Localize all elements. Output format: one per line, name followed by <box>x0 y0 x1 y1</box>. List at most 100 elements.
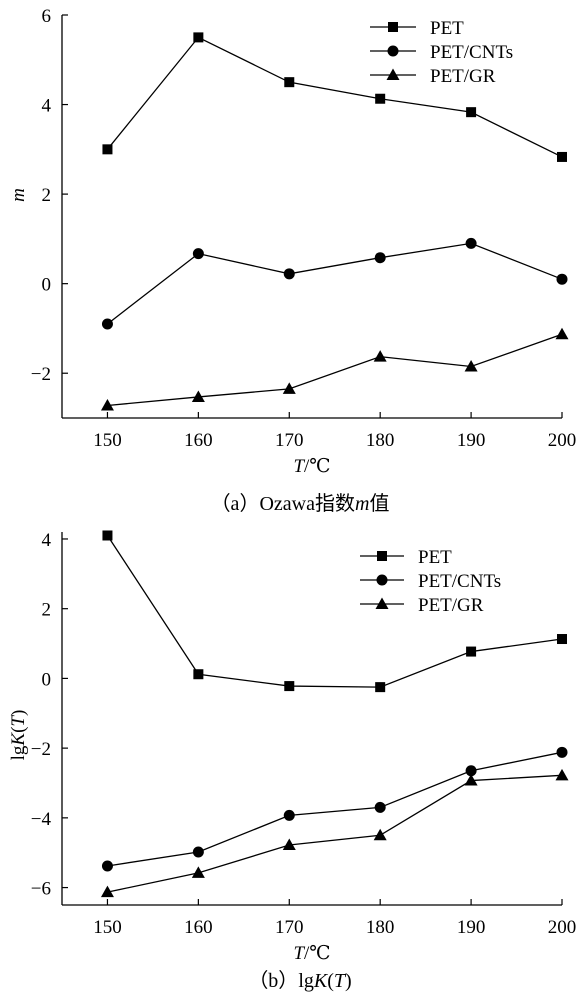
y-axis-label-prefix: lg <box>8 745 29 760</box>
data-point <box>282 382 296 394</box>
caption-paren: ( <box>327 970 334 992</box>
y-tick-label: 2 <box>42 600 52 621</box>
y-tick-label: −6 <box>31 879 51 900</box>
data-point <box>555 327 569 340</box>
y-tick-label: −2 <box>31 364 51 385</box>
y-axis-label: lgK(T) <box>8 710 29 761</box>
series-line <box>107 774 563 893</box>
data-point <box>557 634 567 645</box>
caption-prefix: （b） <box>248 969 298 992</box>
series-pet <box>102 530 567 693</box>
data-point <box>191 390 205 402</box>
data-point <box>284 77 295 88</box>
legend-label: PET/GR <box>430 66 496 87</box>
series-line <box>107 242 563 325</box>
caption-main: Ozawa指数 <box>259 492 355 515</box>
legend-label: PET/CNTs <box>430 42 513 63</box>
x-tick-label: 180 <box>366 917 395 938</box>
legend-marker <box>387 45 399 57</box>
data-point <box>374 801 386 813</box>
series-pet-gr <box>100 327 569 411</box>
x-axis-label: T/℃ <box>293 456 330 477</box>
caption-var: K <box>313 970 329 992</box>
chart-panel-b: 150 160 170 180 190 200−6−4−2024PETPET/CNTsPE… <box>8 530 576 992</box>
data-point <box>374 252 386 264</box>
y-axis-label-var: m <box>8 188 29 202</box>
chart-panel-a: 150 160 170 180 190 200 −2 0 2 4 6 PET PET/CNTs PET/G… <box>8 6 576 515</box>
data-point <box>464 774 478 786</box>
caption-paren: ) <box>345 970 352 992</box>
data-point <box>283 809 295 821</box>
legend-marker <box>388 22 398 32</box>
data-point <box>555 768 569 781</box>
data-point <box>102 144 113 155</box>
legend-marker <box>375 597 389 609</box>
data-point <box>193 32 204 43</box>
series-pet <box>102 32 567 162</box>
x-tick-label: 170 <box>275 430 304 451</box>
y-axis-label: m <box>8 188 29 202</box>
data-point <box>284 681 295 692</box>
x-tick-label: 190 <box>457 430 486 451</box>
caption-var: m <box>355 493 369 515</box>
x-axis-label-var: T <box>293 943 305 964</box>
series-line <box>107 751 563 867</box>
data-point <box>100 398 114 411</box>
x-tick-label: 180 <box>366 430 395 451</box>
y-tick-label: 4 <box>42 96 52 117</box>
legend: PET PET/CNTs PET/GR <box>370 18 513 87</box>
y-axis-label-paren: ( <box>8 727 29 733</box>
data-point <box>101 318 113 330</box>
x-tick-label: 200 <box>548 917 577 938</box>
y-tick-label: 6 <box>42 6 52 27</box>
data-point <box>375 682 386 693</box>
data-point <box>465 237 477 249</box>
data-point <box>466 107 477 118</box>
y-axis-label-var: K <box>8 732 29 747</box>
caption-suffix: 值 <box>369 492 389 515</box>
data-point <box>100 885 114 898</box>
x-tick-label: 200 <box>548 430 577 451</box>
data-point <box>557 151 567 162</box>
y-tick-label: −2 <box>31 739 51 760</box>
data-point <box>102 530 113 541</box>
data-point <box>191 866 205 878</box>
series-line <box>106 36 563 158</box>
legend-marker <box>376 574 388 586</box>
data-point <box>556 273 568 285</box>
y-tick-label: 2 <box>42 185 52 206</box>
y-tick-label: −4 <box>31 809 52 830</box>
series-pet-cnts <box>101 746 568 872</box>
caption-var2: T <box>334 970 347 992</box>
legend-label: PET/GR <box>418 595 484 616</box>
legend: PET PET/CNTs PET/GR <box>360 547 501 616</box>
series-line <box>106 535 563 688</box>
data-point <box>465 765 477 777</box>
series-line <box>107 333 563 407</box>
data-point <box>466 646 477 657</box>
data-point <box>373 350 387 362</box>
legend-label: PET <box>430 18 464 39</box>
caption-prefix: （a） <box>211 492 260 515</box>
series-pet-cnts <box>101 237 568 330</box>
x-axis-label-unit: /℃ <box>304 943 331 964</box>
data-point <box>373 828 387 841</box>
figure-caption: （b）lgK(T) <box>248 969 351 992</box>
legend-label: PET <box>418 547 452 568</box>
x-axis-label: T/℃ <box>293 943 330 964</box>
caption-main: lg <box>298 970 314 992</box>
data-point <box>556 746 568 758</box>
legend-marker <box>386 68 400 80</box>
x-tick-label: 190 <box>457 917 486 938</box>
data-point <box>192 846 204 858</box>
y-axis-label-paren: ) <box>8 710 29 716</box>
series-pet-gr <box>100 768 569 898</box>
y-tick-label: 0 <box>42 275 52 296</box>
data-point <box>193 669 204 680</box>
y-tick-label: 4 <box>42 530 52 551</box>
data-point <box>192 248 204 260</box>
x-tick-label: 160 <box>184 430 213 451</box>
y-axis-label-var2: T <box>8 715 29 727</box>
data-point <box>375 93 386 104</box>
